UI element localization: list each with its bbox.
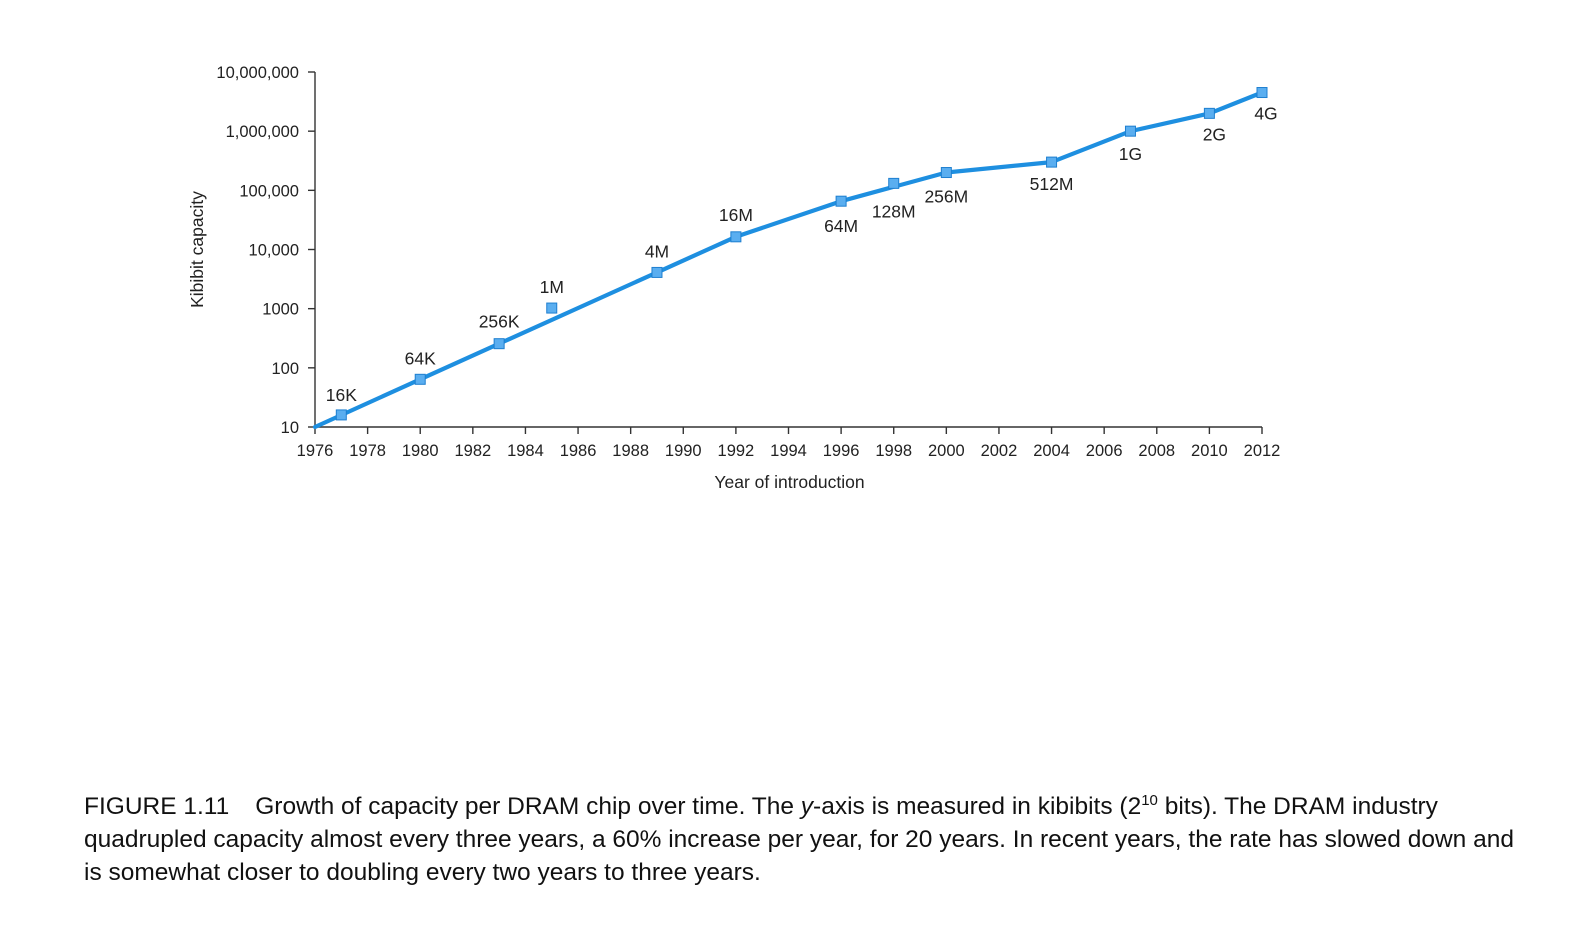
data-point-marker [546,302,558,314]
data-point-marker [1256,87,1268,99]
data-point-marker [730,231,742,243]
x-tick-label: 2008 [1138,442,1175,460]
y-tick-label: 1000 [262,301,299,319]
y-tick-label: 10,000 [249,242,299,260]
x-tick-label: 2006 [1086,442,1123,460]
caption-text-2: -axis is measured in kibibits (2 [813,793,1142,820]
series-line [312,90,1265,430]
x-tick-label: 1988 [612,442,649,460]
data-point-label: 16K [326,385,357,405]
figure-number: FIGURE 1.11 [84,793,230,820]
data-point-label: 2G [1203,124,1226,144]
x-axis-title: Year of introduction [714,472,864,492]
x-tick-label: 1982 [454,442,491,460]
x-tick-label: 2000 [928,442,965,460]
data-point-label: 1M [540,277,564,297]
x-tick-label: 1978 [349,442,386,460]
data-point-label: 256K [479,312,520,332]
y-tick-label: 100 [271,360,299,378]
point-labels: 16K 64K 256K 1M 4M 16M 64M 128M 256M 512M 1G 2G 4G [326,104,1278,405]
x-tick-label: 2004 [1033,442,1070,460]
data-point-marker [835,195,847,207]
x-tick-label: 1980 [402,442,439,460]
series [312,87,1268,430]
y-tick-label: 100,000 [239,182,299,200]
data-point-marker [1124,125,1136,137]
x-tick-label: 1992 [718,442,755,460]
data-point-marker [940,167,952,179]
y-axis-title: Kibibit capacity [187,191,207,308]
data-point-marker [1046,156,1058,168]
x-tick-label: 1998 [875,442,912,460]
x-tick-label: 2002 [981,442,1018,460]
data-point-marker [414,373,426,385]
data-point-label: 128M [872,201,916,221]
y-tick-label: 10,000,000 [216,64,299,82]
x-tick-label: 1996 [823,442,860,460]
x-tick-label: 2012 [1244,442,1281,460]
x-tick-label: 1984 [507,442,544,460]
caption-text-1: Growth of capacity per DRAM chip over ti… [255,793,801,820]
x-tick-label: 1976 [297,442,334,460]
data-point-label: 16M [719,205,753,225]
data-point-marker [651,266,663,278]
caption-superscript: 10 [1141,791,1158,809]
x-tick-label: 1986 [560,442,597,460]
y-tick-label: 1,000,000 [226,123,299,141]
data-point-label: 1G [1119,144,1142,164]
x-tick-label: 1994 [770,442,807,460]
caption-italic: y [800,793,814,820]
data-point-label: 4G [1254,104,1277,124]
data-point-marker [493,338,505,350]
axes: 10 100 1000 10,000 100,000 1,000,000 10,000,00… [187,64,1280,492]
figure-caption: FIGURE 1.11 Growth of capacity per DRAM c… [84,790,1524,889]
x-tick-label: 1990 [665,442,702,460]
data-point-marker [1203,107,1215,119]
x-tick-label: 2010 [1191,442,1228,460]
data-point-label: 64M [824,216,858,236]
data-point-label: 256M [924,187,968,207]
y-tick-label: 10 [281,419,299,437]
data-point-label: 64K [405,348,436,368]
data-point-marker [888,177,900,189]
data-point-label: 512M [1030,174,1074,194]
dram-capacity-chart: 10 100 1000 10,000 100,000 1,000,000 10,000,00… [187,64,1280,492]
data-point-label: 4M [645,241,669,261]
data-point-marker [335,409,347,421]
caption-text-3: bits). The DRAM industry quadrupled capa… [84,793,1514,886]
